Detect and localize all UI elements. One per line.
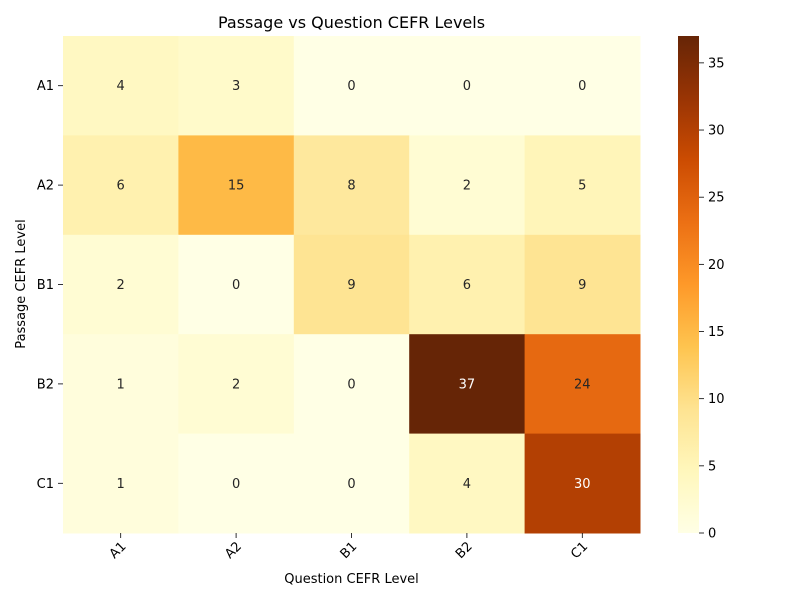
heatmap-cell: [178, 135, 295, 236]
colorbar-tick-label: 15: [708, 325, 725, 340]
y-tick-label: B1: [37, 278, 54, 293]
colorbar-tick-label: 25: [708, 191, 725, 206]
heatmap-cell: [409, 36, 526, 136]
cell-value-label: 9: [347, 278, 355, 293]
cell-value-label: 9: [578, 278, 586, 293]
colorbar-tick-label: 10: [708, 392, 725, 407]
cell-value-label: 0: [232, 278, 240, 293]
cell-value-label: 2: [463, 179, 471, 194]
y-tick-label: B2: [37, 377, 54, 392]
heatmap-cell: [293, 334, 410, 435]
colorbar-tick-label: 35: [708, 56, 725, 71]
heatmap-cell: [524, 36, 641, 136]
cell-value-label: 37: [459, 377, 476, 392]
x-tick-label: A2: [222, 539, 245, 562]
cell-value-label: 4: [463, 477, 471, 492]
colorbar-ticks: 0 5 10 15 20 25 30 35: [699, 56, 725, 542]
heatmap-cell: [409, 135, 526, 236]
heatmap-cell: [524, 433, 641, 534]
cell-value-label: 2: [117, 278, 125, 293]
colorbar-tick-label: 30: [708, 124, 725, 139]
cell-value-label: 0: [463, 79, 471, 94]
cell-value-label: 6: [117, 179, 125, 194]
heatmap-cell: [63, 36, 179, 136]
heatmap-cell: [524, 234, 641, 335]
cell-value-label: 30: [574, 477, 591, 492]
cell-value-label: 5: [578, 179, 586, 194]
heatmap-cell: [63, 234, 179, 335]
cell-value-label: 0: [347, 79, 355, 94]
heatmap-cell: [63, 135, 179, 236]
heatmap-cell: [178, 234, 295, 335]
x-tick-label: B2: [453, 539, 476, 562]
colorbar-tick-label: 5: [708, 459, 716, 474]
colorbar-tick-label: 20: [708, 258, 725, 273]
heatmap-cell: [293, 36, 410, 136]
x-tick-label: A1: [107, 539, 130, 562]
y-tick-label: A1: [37, 79, 54, 94]
cell-value-label: 0: [347, 477, 355, 492]
y-tick-label: A2: [37, 179, 54, 194]
heatmap-cells: 4 3 0 0 06 15 8 2 52 0 9 6 91 2 0 37 241 0 0 4 30: [63, 36, 641, 534]
colorbar: [678, 36, 699, 533]
cell-value-label: 0: [232, 477, 240, 492]
heatmap-cell: [409, 234, 526, 335]
x-axis-label: Question CEFR Level: [284, 572, 419, 587]
cell-value-label: 3: [232, 79, 240, 94]
cell-value-label: 24: [574, 377, 591, 392]
x-axis-ticks: A1 A2 B1 B2 C1: [107, 533, 591, 562]
cell-value-label: 0: [347, 377, 355, 392]
heatmap-cell: [63, 334, 179, 435]
chart-title: Passage vs Question CEFR Levels: [218, 13, 485, 32]
heatmap-cell: [293, 135, 410, 236]
heatmap-cell: [178, 334, 295, 435]
cell-value-label: 0: [578, 79, 586, 94]
y-axis-ticks: A1 A2 B1 B2 C1: [37, 79, 63, 492]
cell-value-label: 4: [117, 79, 125, 94]
heatmap-cell: [409, 334, 526, 435]
colorbar-tick-label: 0: [708, 527, 716, 542]
heatmap-cell: [409, 433, 526, 534]
y-axis-label: Passage CEFR Level: [14, 219, 29, 348]
cell-value-label: 1: [117, 377, 125, 392]
heatmap-cell: [178, 36, 295, 136]
y-tick-label: C1: [37, 477, 54, 492]
heatmap-cell: [524, 334, 641, 435]
x-tick-label: C1: [568, 539, 591, 562]
cell-value-label: 6: [463, 278, 471, 293]
cell-value-label: 15: [228, 179, 245, 194]
heatmap-cell: [293, 234, 410, 335]
heatmap-cell: [293, 433, 410, 534]
cell-value-label: 8: [347, 179, 355, 194]
heatmap-cell: [63, 433, 179, 534]
cell-value-label: 2: [232, 377, 240, 392]
cell-value-label: 1: [117, 477, 125, 492]
heatmap-cell: [524, 135, 641, 236]
x-tick-label: B1: [338, 539, 361, 562]
heatmap-cell: [178, 433, 295, 534]
